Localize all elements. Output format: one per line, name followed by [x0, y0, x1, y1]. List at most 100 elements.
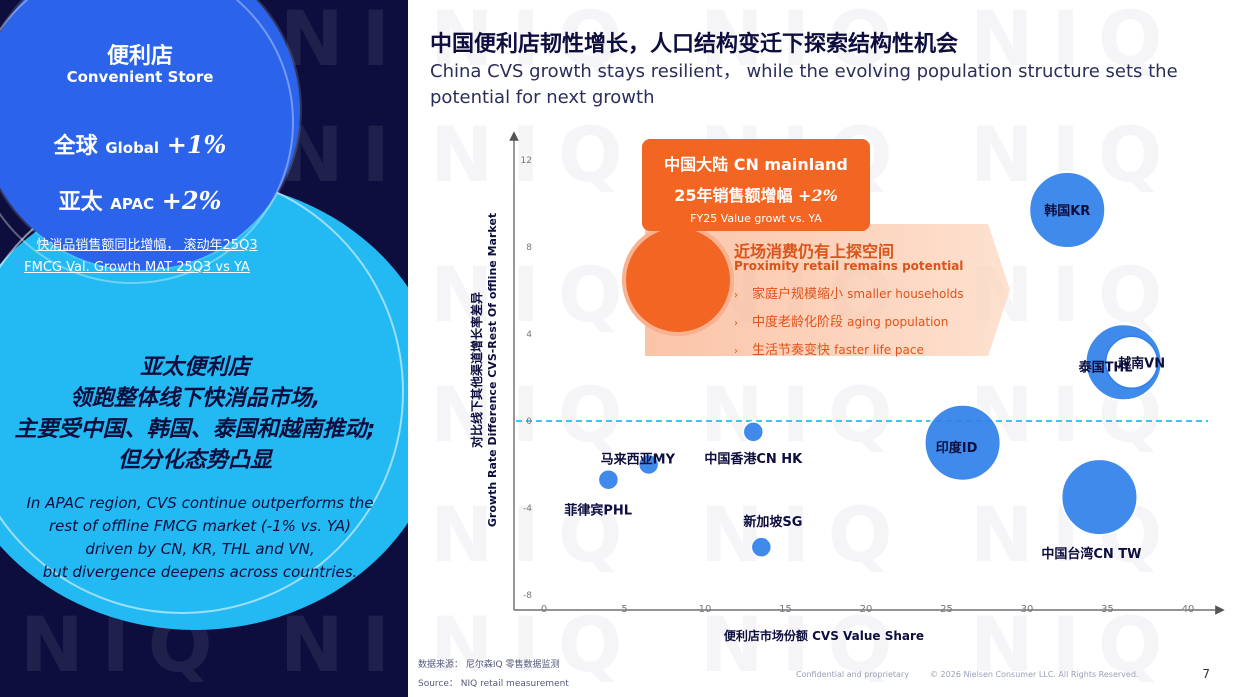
bubble-label: 印度ID — [936, 440, 978, 456]
bubble-point — [1028, 171, 1107, 250]
watermark: NIQ — [970, 0, 1181, 83]
x-tick-label: 30 — [1021, 604, 1034, 615]
proximity-title-en: Proximity retail remains potential — [734, 259, 964, 273]
watermark: NIQ — [700, 600, 911, 689]
apac-growth: 亚太 APAC +2% — [20, 184, 260, 216]
store-title-cn: 便利店 — [106, 44, 173, 69]
fmcg-note-en: FMCG Val. Growth MAT 25Q3 vs YA — [24, 260, 250, 275]
x-tick-label: 35 — [1101, 604, 1114, 615]
x-tick-label: 25 — [940, 604, 953, 615]
source-en: Source： NIQ retail measurement — [418, 679, 569, 689]
y-tick-label: 12 — [521, 156, 532, 166]
page-subtitle: China CVS growth stays resilient， while … — [430, 61, 1178, 108]
proximity-item-en: aging population — [847, 315, 949, 329]
watermark: NIQ — [280, 0, 408, 83]
x-tick-label: 40 — [1182, 604, 1195, 615]
proximity-item: › 中度老龄化阶段 aging population — [734, 311, 948, 330]
page-number: 7 — [1202, 667, 1210, 681]
apac-heading-line: 亚太便利店 — [139, 355, 250, 380]
x-tick-label: 20 — [860, 604, 873, 615]
callout-growth-value: +2% — [798, 186, 838, 205]
callout-growth-label: 25年销售额增幅 — [674, 186, 793, 205]
cn-mainland-callout: 中国大陆 CN mainland 25年销售额增幅 +2% FY25 Value… — [642, 139, 870, 231]
bubble-label: 越南VN — [1117, 355, 1165, 371]
bubble-point — [923, 403, 1002, 482]
y-axis-label-cn: 对比线下其他渠道增长率差异 — [469, 292, 484, 448]
apac-body-line: driven by CN, KR, THL and VN, — [85, 540, 315, 558]
apac-heading-line: 但分化态势凸显 — [117, 448, 272, 473]
proximity-item-en: smaller households — [847, 287, 964, 301]
proximity-title-cn: 近场消费仍有上探空间 — [734, 242, 895, 261]
callout-note: FY25 Value growt vs. YA — [690, 212, 822, 225]
apac-body-line: In APAC region, CVS continue outperforms… — [26, 494, 374, 512]
chevron-right-icon: › — [734, 318, 738, 329]
x-tick-label: 5 — [621, 604, 627, 615]
bubble-point — [597, 468, 620, 491]
watermark: NIQ — [970, 600, 1181, 689]
fmcg-note-cn: 快消品销售额同比增幅， 滚动年25Q3 — [36, 238, 258, 253]
apac-body-line: but divergence deepens across countries. — [42, 563, 358, 581]
y-tick-label: 0 — [526, 417, 532, 427]
chevron-right-icon: › — [734, 346, 738, 357]
apac-label-cn: 亚太 — [58, 190, 103, 215]
bubble-point — [742, 421, 765, 443]
apac-heading-line: 领跑整体线下快消品市场, — [69, 386, 321, 411]
bubble-point — [1104, 335, 1159, 390]
bubble-point — [1060, 458, 1139, 537]
x-tick-label: 10 — [699, 604, 712, 615]
proximity-item-cn: 家庭户规模缩小 — [752, 287, 844, 302]
proximity-item: › 生活节奏变快 faster life pace — [734, 339, 924, 358]
watermark: NIQ — [430, 110, 641, 199]
bubble-label: 中国台湾CN TW — [1041, 546, 1141, 562]
bubble-label: 中国香港CN HK — [704, 451, 803, 467]
y-tick-label: -8 — [523, 591, 532, 601]
copyright-note: © 2026 Nielsen Consumer LLC. All Rights … — [930, 670, 1139, 679]
y-tick-label: 4 — [526, 330, 532, 340]
proximity-item: › 家庭户规模缩小 smaller households — [734, 283, 964, 302]
proximity-item-en: faster life pace — [834, 343, 924, 357]
watermark: NIQ — [280, 600, 408, 689]
watermark: NIQ — [430, 600, 641, 689]
watermark: NIQ — [700, 490, 911, 579]
proximity-item-cn: 中度老龄化阶段 — [752, 315, 844, 330]
x-tick-label: 15 — [779, 604, 792, 615]
left-panel: NIQ NIQ NIQ NIQ NIQ NIQ 便利店 Convenient S… — [0, 0, 408, 697]
proximity-item-cn: 生活节奏变快 — [752, 343, 831, 358]
orange-highlight-circle — [622, 224, 734, 336]
watermark: NIQ — [430, 370, 641, 459]
callout-growth: 25年销售额增幅 +2% — [642, 182, 870, 206]
bubble-label: 菲律宾PHL — [564, 503, 632, 519]
watermark: NIQ — [700, 370, 911, 459]
bubble-label: 马来西亚MY — [601, 452, 676, 468]
callout-title: 中国大陆 CN mainland — [664, 155, 848, 174]
apac-value: +2% — [161, 186, 222, 215]
global-label-en: Global — [105, 139, 160, 157]
confidential-note: Confidential and proprietary — [796, 670, 909, 679]
bubble-label: 新加坡SG — [743, 514, 802, 530]
global-value: +1% — [166, 130, 227, 159]
bubble-label: 泰国THL — [1078, 359, 1133, 375]
chevron-right-icon: › — [734, 290, 738, 301]
apac-heading-line: 主要受中国、韩国、泰国和越南推动; — [14, 417, 376, 442]
apac-label-en: APAC — [110, 195, 155, 213]
y-tick-label: -4 — [523, 504, 532, 514]
page-title: 中国便利店韧性增长，人口结构变迁下探索结构性机会 — [430, 32, 959, 57]
watermark: NIQ — [700, 0, 911, 83]
watermark: NIQ — [430, 490, 641, 579]
watermark: NIQ — [430, 250, 641, 339]
source-cn: 数据来源： 尼尔森IQ 零售数据监测 — [418, 660, 560, 670]
x-tick-label: 0 — [541, 604, 547, 615]
global-label-cn: 全球 — [53, 134, 98, 159]
bubble-point — [637, 453, 660, 476]
watermark: NIQ — [430, 0, 641, 83]
x-axis-label: 便利店市场份额 CVS Value Share — [724, 628, 924, 643]
apac-body-line: rest of offline FMCG market (-1% vs. YA) — [48, 517, 352, 535]
y-tick-label: 8 — [526, 243, 532, 253]
store-title-en: Convenient Store — [66, 68, 214, 86]
watermark: NIQ — [280, 110, 408, 199]
global-growth: 全球 Global +1% — [20, 128, 260, 160]
bubble-point — [750, 536, 773, 558]
bubble-label: 韩国KR — [1044, 203, 1090, 219]
y-axis-label-en: Growth Rate Difference CVS-Rest Of offli… — [486, 213, 499, 527]
